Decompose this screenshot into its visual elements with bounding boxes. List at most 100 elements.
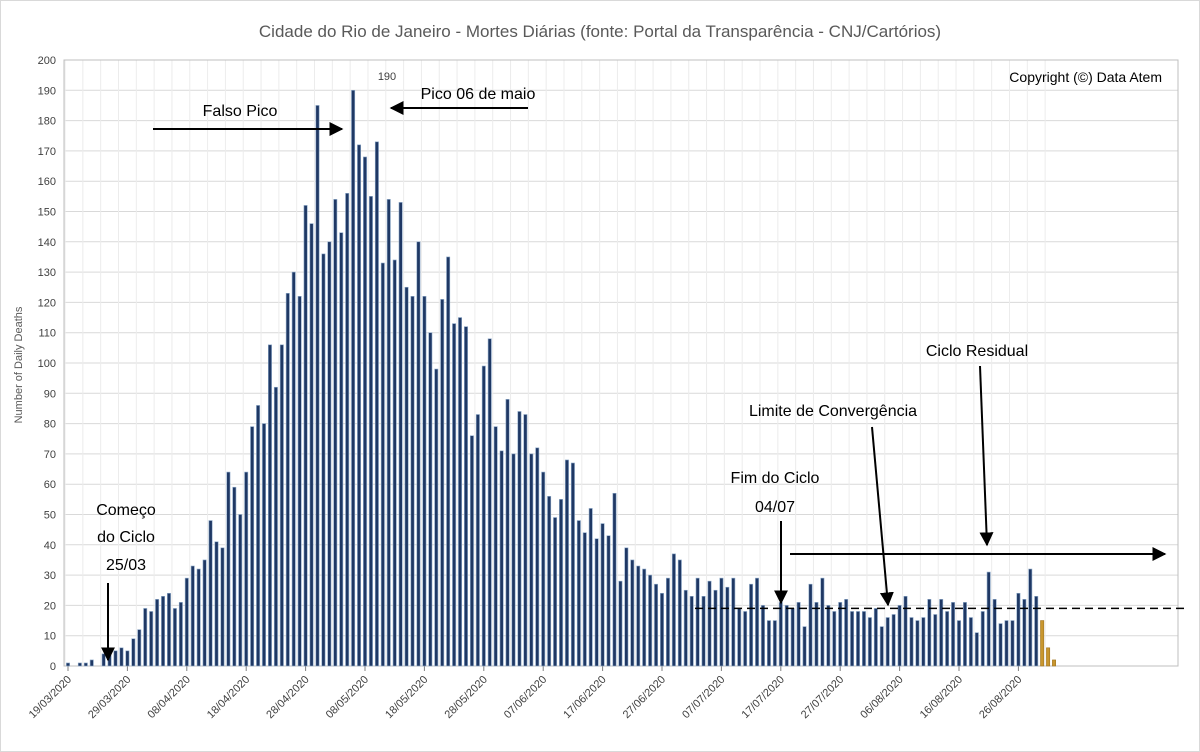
bar [909,617,914,667]
fim-line1: Fim do Ciclo [731,470,820,487]
bar [974,632,979,667]
bar [749,583,754,667]
bar [487,338,492,667]
bar [879,626,884,667]
bar [600,523,605,667]
bar [505,399,510,667]
bar [66,662,70,667]
y-tick-label: 160 [38,176,56,188]
bar [683,589,688,667]
fim-line2: 04/07 [755,499,795,516]
y-tick-label: 110 [38,328,56,340]
bar [77,662,82,667]
bar [226,471,231,667]
bar [695,577,700,667]
y-tick-label: 180 [38,116,56,128]
bar [873,608,878,667]
bar [939,599,944,667]
bar [161,596,165,667]
bar [380,262,385,667]
bar [636,565,641,667]
bar [891,614,896,667]
y-tick-label: 150 [38,207,56,219]
bar [725,586,730,667]
y-tick-label: 50 [44,510,56,522]
bar [446,256,451,667]
limite-label: Limite de Convergência [749,403,917,420]
bar [493,426,498,667]
annotations: 190 Copyright (©) Data Atem Falso Pico P… [96,69,1185,662]
bar [761,605,765,667]
bar [208,520,213,667]
bar [155,599,160,667]
bar [469,435,474,667]
bar [1010,620,1015,667]
bar [268,344,272,667]
bar [624,547,629,667]
bar [202,559,207,667]
bar [790,608,795,667]
peak-label: 190 [378,71,396,83]
bar [137,629,142,667]
y-tick-label: 90 [44,388,56,400]
bar [737,608,742,667]
bar [452,323,457,667]
bar [398,202,403,667]
bar [244,471,249,667]
bar [998,623,1003,667]
bar [368,196,373,667]
comeco-line2: do Ciclo [97,529,155,546]
bar [844,599,849,667]
bar [256,405,261,667]
bar [262,423,266,667]
bar [582,532,587,667]
bar [416,241,421,667]
bar [553,517,558,667]
bar [327,241,332,667]
bar [149,611,154,667]
bar [178,602,183,667]
bar [618,580,623,667]
bar [83,662,88,667]
y-tick-label: 170 [38,146,56,158]
bar [404,286,409,667]
bar [1028,568,1033,667]
bar [238,514,243,667]
bar [190,565,195,667]
bar [1016,592,1021,667]
y-tick-label: 200 [38,55,56,67]
y-tick-label: 80 [44,419,56,431]
bar [677,559,682,667]
y-tick-label: 130 [38,267,56,279]
bar [945,611,950,667]
bar [606,535,611,667]
bar [755,577,759,667]
bar [856,611,860,667]
bar [1040,620,1045,667]
bar [986,571,991,667]
bar [297,296,302,667]
comeco-line1: Começo [96,502,156,519]
limite-arrow [871,426,894,607]
bar [333,199,338,667]
bar [89,659,94,667]
bar [701,596,706,667]
bar [743,611,748,667]
bar [220,547,225,667]
bar [832,611,837,667]
y-tick-label: 70 [44,449,56,461]
bar [968,617,973,667]
bar [481,365,486,667]
bar [665,577,670,667]
bar [291,271,296,667]
bar [814,602,819,667]
y-tick-label: 190 [38,85,56,97]
bar [576,520,581,667]
bar [285,293,290,667]
bar [184,577,189,667]
grid [63,59,1179,671]
bar [719,577,724,667]
bar [731,577,736,667]
bar [808,583,813,667]
bar [101,653,106,667]
